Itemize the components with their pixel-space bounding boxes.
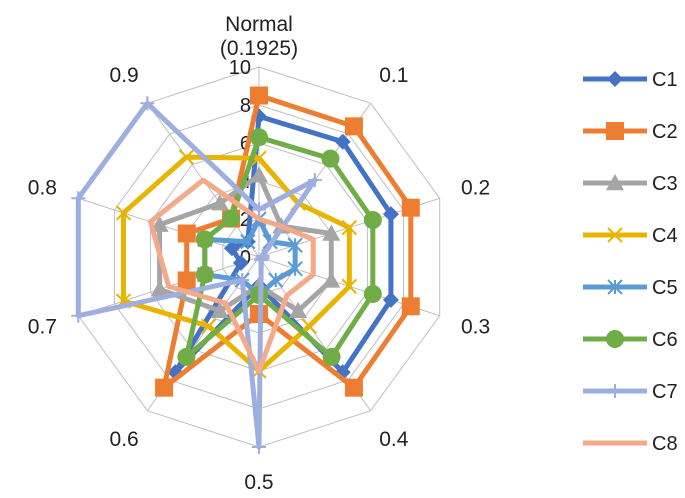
data-point-marker (606, 122, 624, 140)
data-point-marker (150, 280, 169, 297)
data-point-marker (232, 254, 249, 271)
data-point-marker (341, 278, 358, 295)
data-point-marker (606, 174, 624, 191)
data-point-marker (140, 96, 155, 111)
data-point-marker (607, 227, 623, 243)
data-point-marker (178, 149, 195, 165)
legend-item-c5: C5 (583, 277, 678, 299)
category-label: 0.5 (244, 471, 273, 494)
data-point-marker (382, 291, 399, 308)
data-point-marker (195, 265, 214, 284)
data-point-marker (363, 284, 382, 303)
data-point-marker (255, 251, 270, 266)
series-c8 (148, 177, 316, 374)
data-point-marker (307, 173, 322, 188)
data-point-marker (223, 240, 240, 257)
category-labels: Normal (0.1925) 0.1 0.2 0.3 0.4 0.5 0.6 0.7 0.8 0.… (28, 13, 490, 494)
data-point-marker (150, 215, 169, 232)
legend-item-c6: C6 (583, 329, 678, 351)
category-label: 0.7 (28, 316, 57, 339)
legend-item-c4: C4 (583, 225, 678, 247)
data-point-marker (250, 128, 268, 147)
data-point-marker (401, 297, 420, 316)
legend-item-c2: C2 (583, 121, 678, 143)
data-point-marker (322, 347, 341, 366)
data-point-marker (240, 233, 256, 250)
data-point-marker (177, 224, 196, 243)
category-label: 0.9 (110, 64, 139, 87)
data-point-marker (115, 205, 132, 221)
data-point-marker (254, 253, 269, 268)
data-point-marker (321, 149, 340, 168)
category-label: 0.1 (379, 64, 408, 87)
legend-label: C6 (652, 329, 678, 351)
data-point-marker (71, 191, 86, 206)
data-point-marker (195, 230, 214, 249)
data-point-marker (322, 224, 341, 241)
data-point-marker (268, 272, 284, 288)
data-point-marker (363, 211, 382, 230)
data-point-marker (607, 279, 623, 295)
legend-label: C8 (652, 433, 678, 455)
data-point-marker (252, 202, 266, 217)
data-point-marker (210, 194, 229, 211)
data-point-marker (287, 261, 303, 277)
data-point-marker (334, 133, 351, 150)
series-line (148, 177, 316, 374)
legend-item-c3: C3 (583, 173, 678, 195)
tick-label: 0 (240, 247, 251, 269)
data-point-marker (287, 237, 303, 253)
category-label: 0.4 (379, 428, 409, 451)
category-label: 0.8 (28, 176, 57, 199)
category-label: 0.2 (461, 176, 490, 199)
data-point-marker (177, 271, 196, 290)
data-point-marker (252, 440, 266, 454)
series-c7 (71, 96, 322, 454)
legend-label: C5 (652, 277, 678, 299)
legend-item-c8: C8 (583, 433, 678, 455)
data-point-marker (71, 308, 86, 323)
data-point-marker (608, 384, 622, 398)
data-point-marker (222, 209, 241, 228)
data-point-marker (607, 71, 623, 87)
data-point-marker (382, 206, 399, 223)
tick-label: 8 (240, 95, 251, 117)
data-point-marker (344, 117, 363, 136)
tick-label: 2 (240, 209, 251, 231)
legend-label: C7 (652, 381, 678, 403)
legend-item-c1: C1 (583, 69, 678, 91)
category-label: 0.6 (110, 428, 139, 451)
data-point-marker (606, 330, 624, 348)
category-label: 0.3 (461, 316, 490, 339)
data-point-marker (344, 378, 363, 397)
legend: C1 C2 C3 C4 C5 C6 C7 C8 (583, 69, 678, 455)
legend-label: C3 (652, 173, 678, 195)
legend-label: C1 (652, 69, 678, 91)
data-point-marker (177, 347, 196, 366)
data-point-marker (210, 301, 229, 318)
category-label: Normal (0.1925) (220, 13, 298, 60)
legend-label: C4 (652, 225, 678, 247)
data-point-marker (250, 86, 268, 105)
data-point-marker (155, 378, 174, 397)
data-point-marker (289, 301, 308, 318)
data-point-marker (401, 198, 420, 217)
data-point-marker (341, 219, 358, 236)
data-point-marker (250, 166, 268, 183)
legend-label: C2 (652, 121, 678, 143)
data-point-marker (235, 273, 250, 288)
tick-label: 10 (229, 57, 251, 79)
data-point-marker (322, 271, 341, 288)
series-plot-area (71, 86, 420, 454)
legend-item-c7: C7 (583, 381, 678, 403)
